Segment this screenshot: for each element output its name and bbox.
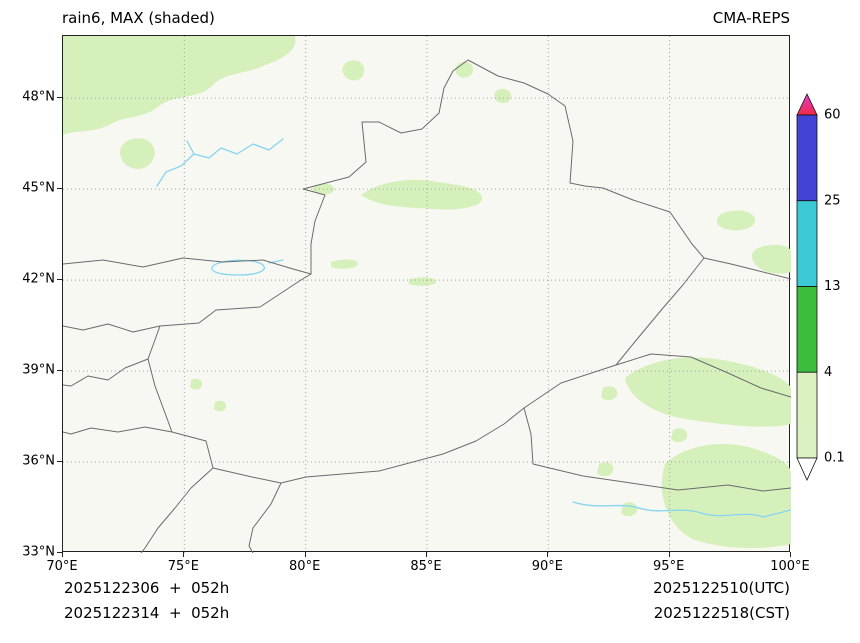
y-tick-mark bbox=[57, 188, 62, 190]
precip-shade-patch bbox=[716, 210, 756, 231]
precip-shade-patch bbox=[751, 244, 791, 274]
x-tick-label: 70°E bbox=[46, 559, 78, 574]
footer-valid-utc: 2025122510(UTC) bbox=[653, 579, 790, 597]
colorbar-under-arrow bbox=[796, 457, 818, 481]
x-tick-mark bbox=[62, 552, 63, 557]
colorbar-segment bbox=[796, 114, 818, 202]
political-border-path bbox=[147, 59, 705, 484]
political-border-path bbox=[63, 426, 173, 435]
river-path bbox=[572, 501, 791, 518]
map-canvas bbox=[63, 36, 791, 553]
precip-shade-patch bbox=[625, 357, 791, 427]
precip-shade-patch bbox=[455, 61, 474, 78]
precip-shade-patch bbox=[671, 428, 688, 443]
x-tick-label: 95°E bbox=[653, 559, 685, 574]
y-tick-label: 39°N bbox=[22, 362, 55, 378]
chart-title: rain6, MAX (shaded) bbox=[62, 9, 215, 27]
political-border-path bbox=[703, 257, 791, 280]
x-tick-mark bbox=[668, 552, 670, 557]
x-tick-mark bbox=[183, 552, 185, 557]
y-tick-label: 45°N bbox=[22, 180, 55, 196]
y-tick-mark bbox=[57, 461, 62, 463]
footer-valid-cst: 2025122518(CST) bbox=[653, 604, 790, 622]
x-tick-mark bbox=[547, 552, 549, 557]
precip-shade-patch bbox=[601, 386, 618, 401]
political-border-path bbox=[523, 407, 791, 492]
rivers-layer bbox=[156, 138, 791, 518]
precip-shade-patch bbox=[331, 259, 359, 269]
precip-shading-layer bbox=[63, 36, 791, 549]
political-border-path bbox=[63, 358, 149, 387]
political-border-path bbox=[140, 467, 214, 553]
colorbar-tick-label: 60 bbox=[824, 108, 841, 123]
political-border-path bbox=[248, 482, 282, 553]
y-tick-mark bbox=[57, 552, 62, 553]
colorbar-tick-label: 4 bbox=[824, 365, 832, 380]
x-tick-mark bbox=[304, 552, 306, 557]
model-label: CMA-REPS bbox=[712, 9, 790, 27]
x-tick-mark bbox=[426, 552, 427, 557]
y-tick-mark bbox=[57, 370, 62, 372]
colorbar-segment bbox=[796, 286, 818, 373]
precip-shade-patch bbox=[621, 502, 638, 517]
precip-shade-patch bbox=[342, 60, 365, 81]
colorbar-segment bbox=[796, 200, 818, 287]
map-plot-area bbox=[62, 35, 791, 553]
y-tick-mark bbox=[57, 279, 62, 281]
colorbar-over-arrow bbox=[796, 93, 818, 116]
x-tick-label: 90°E bbox=[531, 559, 563, 574]
x-tick-label: 100°E bbox=[770, 559, 810, 574]
colorbar-segment bbox=[796, 371, 818, 459]
precip-shade-patch bbox=[361, 179, 483, 210]
x-tick-label: 75°E bbox=[167, 559, 199, 574]
political-border-path bbox=[63, 323, 161, 333]
colorbar-tick-label: 0.1 bbox=[824, 451, 845, 466]
footer-init-cst: 2025122314 + 052h bbox=[64, 604, 230, 622]
river-path bbox=[186, 138, 284, 159]
river-path bbox=[156, 153, 195, 187]
colorbar-tick-label: 25 bbox=[824, 193, 841, 208]
y-tick-label: 36°N bbox=[22, 453, 55, 469]
political-border-path bbox=[63, 257, 312, 275]
x-tick-label: 80°E bbox=[289, 559, 321, 574]
borders-layer bbox=[63, 59, 791, 553]
y-tick-mark bbox=[57, 97, 62, 99]
precip-shade-patch bbox=[119, 138, 155, 169]
political-border-path bbox=[615, 353, 791, 398]
x-tick-mark bbox=[790, 552, 791, 557]
x-tick-label: 85°E bbox=[410, 559, 442, 574]
precip-shade-patch bbox=[494, 88, 512, 104]
grid-layer bbox=[63, 36, 791, 553]
colorbar-tick-label: 13 bbox=[824, 279, 841, 294]
precip-shade-patch bbox=[214, 400, 227, 412]
precip-shade-patch bbox=[597, 462, 614, 477]
footer-init-utc: 2025122306 + 052h bbox=[64, 579, 230, 597]
precip-shade-patch bbox=[409, 277, 437, 286]
precip-shade-patch bbox=[661, 444, 791, 549]
precip-shade-patch bbox=[63, 36, 296, 135]
y-tick-label: 48°N bbox=[22, 89, 55, 105]
y-tick-label: 33°N bbox=[22, 544, 55, 560]
colorbar: 60 25 13 4 0.1 bbox=[796, 93, 845, 481]
lake-outline bbox=[211, 259, 265, 276]
precip-shade-patch bbox=[190, 378, 203, 390]
y-tick-label: 42°N bbox=[22, 271, 55, 287]
